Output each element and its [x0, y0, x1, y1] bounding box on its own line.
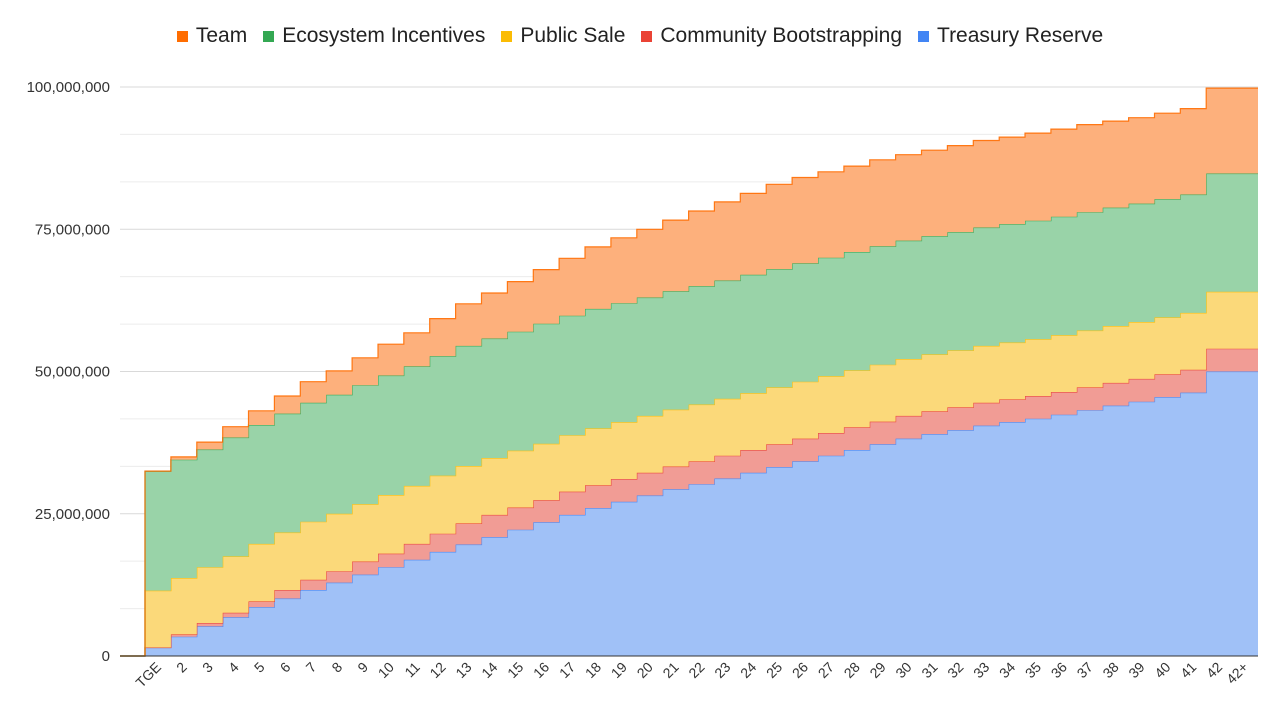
x-tick-label: 12: [426, 659, 448, 681]
legend-label: Treasury Reserve: [937, 24, 1104, 47]
y-tick-label: 50,000,000: [35, 364, 110, 381]
legend: Team Ecosystem Incentives Public Sale Co…: [0, 24, 1280, 48]
legend-label: Team: [195, 24, 248, 47]
area-community-bootstrapping: [120, 348, 1258, 656]
y-tick-label: 0: [102, 648, 110, 665]
x-tick-label: 22: [685, 659, 707, 681]
x-tick-label: 5: [251, 659, 268, 676]
legend-item-ecosystem-incentives[interactable]: Ecosystem Incentives: [263, 24, 485, 48]
x-tick-label: 37: [1074, 659, 1096, 681]
x-tick-label: 23: [711, 659, 733, 681]
legend-item-community-bootstrapping[interactable]: Community Bootstrapping: [641, 24, 902, 48]
legend-swatch-public-sale: [501, 30, 513, 42]
x-tick-label: 36: [1048, 659, 1070, 681]
legend-swatch-ecosystem-incentives: [263, 30, 275, 42]
x-tick-label: 28: [841, 659, 863, 681]
x-tick-label: 15: [504, 659, 526, 681]
x-tick-label: 11: [401, 659, 423, 681]
area-treasury-reserve: [120, 371, 1258, 656]
x-tick-label: 7: [303, 659, 320, 676]
x-tick-label: 30: [892, 659, 914, 681]
x-tick-label: 40: [1151, 659, 1173, 681]
x-tick-label: 29: [866, 659, 888, 681]
area-ecosystem-incentives: [120, 173, 1258, 656]
legend-label: Community Bootstrapping: [660, 24, 903, 47]
x-tick-label: 2: [173, 659, 190, 676]
x-tick-label: 17: [556, 659, 578, 681]
x-tick-label: 27: [815, 659, 837, 681]
x-tick-label: 19: [608, 659, 630, 681]
x-tick-label: 21: [659, 659, 681, 681]
x-tick-label: 18: [582, 659, 604, 681]
legend-item-treasury-reserve[interactable]: Treasury Reserve: [918, 24, 1103, 48]
line-team: [120, 87, 1258, 657]
legend-swatch-team: [176, 30, 188, 42]
x-tick-label: TGE: [132, 659, 164, 691]
legend-item-public-sale[interactable]: Public Sale: [501, 24, 625, 48]
x-tick-label: 20: [634, 659, 656, 681]
x-tick-label: 35: [1022, 659, 1044, 681]
x-tick-label: 38: [1099, 659, 1121, 681]
x-tick-label: 14: [478, 659, 500, 681]
x-tick-label: 42+: [1223, 659, 1251, 687]
x-tick-label: 41: [1177, 659, 1199, 681]
legend-label: Ecosystem Incentives: [282, 24, 486, 47]
y-tick-label: 100,000,000: [27, 79, 110, 96]
x-tick-label: 26: [789, 659, 811, 681]
x-tick-label: 4: [225, 659, 242, 676]
x-tick-label: 3: [199, 659, 216, 676]
x-tick-label: 33: [970, 659, 992, 681]
x-tick-label: 42: [1203, 659, 1225, 681]
x-tick-label: 13: [452, 659, 474, 681]
legend-swatch-treasury-reserve: [918, 30, 930, 42]
y-tick-label: 75,000,000: [35, 221, 110, 238]
x-tick-label: 25: [763, 659, 785, 681]
area-public-sale: [120, 291, 1258, 656]
x-tick-label: 8: [328, 659, 345, 676]
x-tick-label: 10: [375, 659, 397, 681]
series-areas: [120, 87, 1258, 657]
x-tick-label: 6: [277, 659, 294, 676]
area-team: [120, 88, 1258, 657]
legend-label: Public Sale: [520, 24, 626, 47]
x-tick-label: 31: [918, 659, 940, 681]
x-tick-label: 39: [1125, 659, 1147, 681]
x-tick-label: 32: [944, 659, 966, 681]
legend-swatch-community-bootstrapping: [641, 30, 653, 42]
x-tick-label: 34: [996, 659, 1018, 681]
legend-item-team[interactable]: Team: [176, 24, 248, 48]
x-tick-label: 24: [737, 659, 759, 681]
y-tick-label: 25,000,000: [35, 506, 110, 523]
x-tick-label: 9: [354, 659, 371, 676]
x-tick-label: 16: [530, 659, 552, 681]
